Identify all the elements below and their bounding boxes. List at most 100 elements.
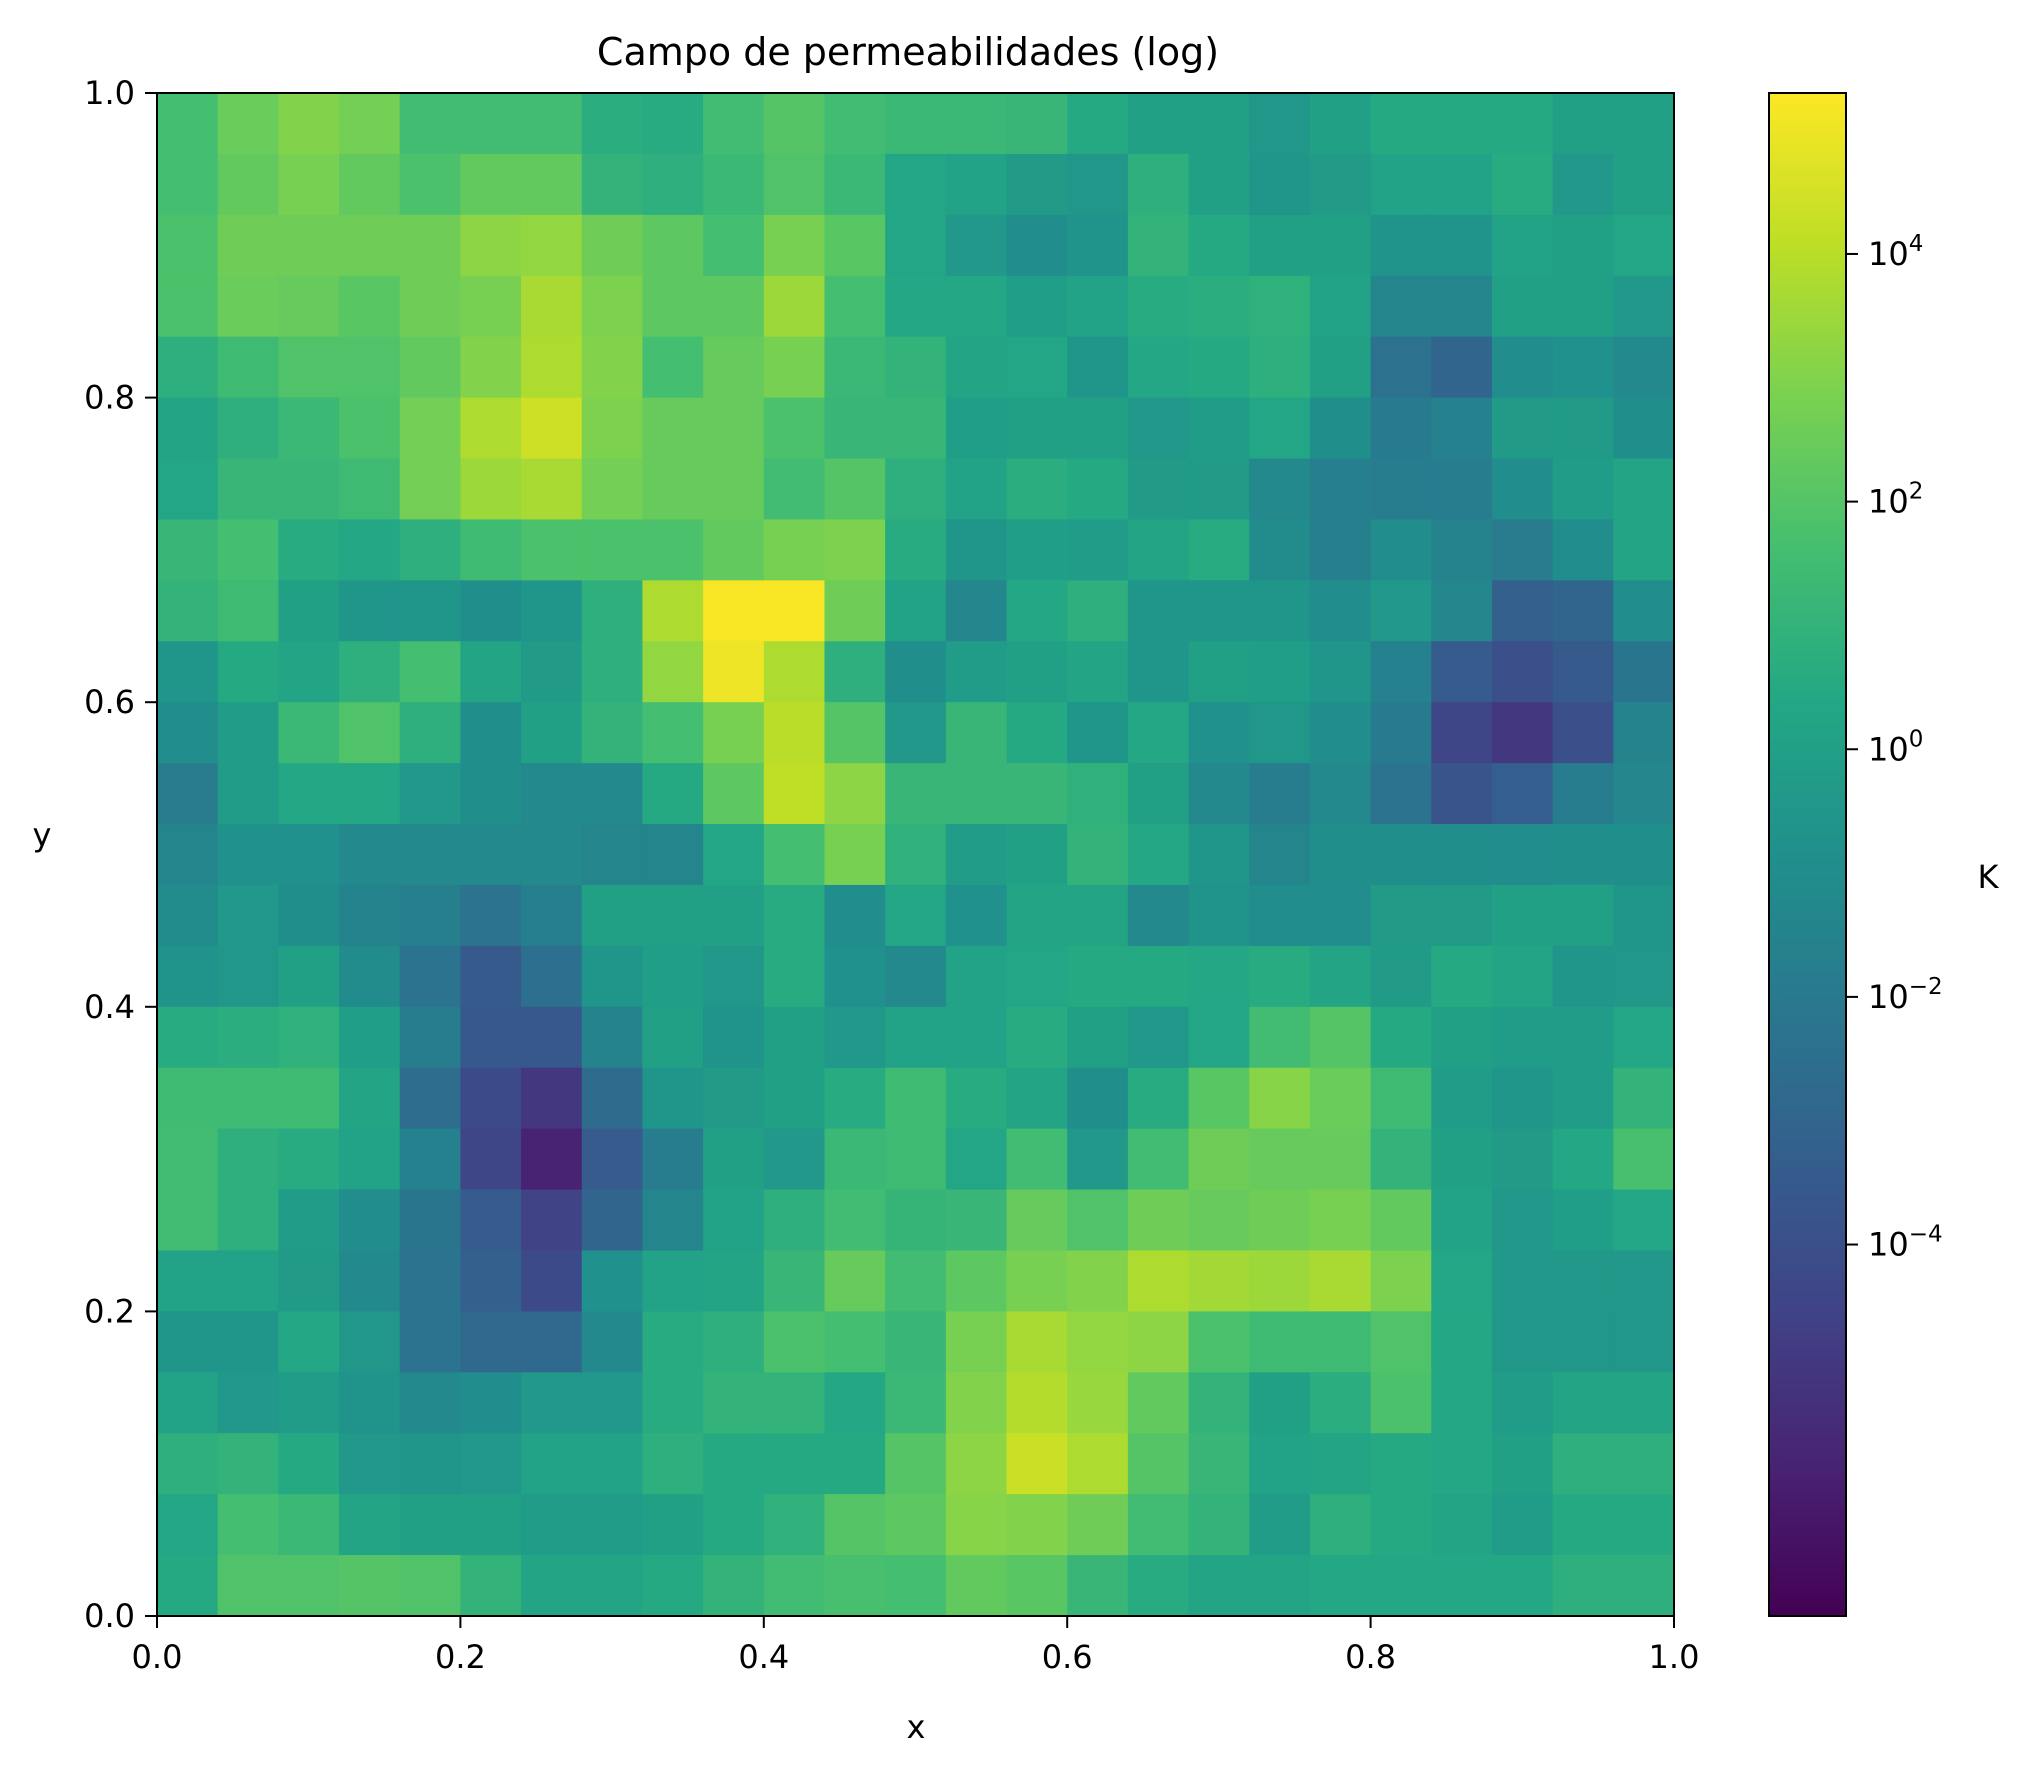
heatmap-cell <box>521 1372 583 1434</box>
heatmap-cell <box>703 275 765 338</box>
heatmap-cell <box>1613 884 1675 947</box>
heatmap-cell <box>1491 763 1554 825</box>
heatmap-cell <box>1067 763 1129 825</box>
heatmap-cell <box>945 519 1008 581</box>
heatmap-cell <box>1127 519 1190 581</box>
heatmap-cell <box>217 763 279 825</box>
heatmap-cell <box>824 397 886 460</box>
heatmap-cell <box>1431 824 1493 886</box>
heatmap-cell <box>581 1311 644 1373</box>
heatmap-cell <box>399 1128 461 1191</box>
heatmap-cell <box>278 1311 340 1373</box>
heatmap-cell <box>581 945 644 1008</box>
heatmap-cell <box>763 1067 826 1130</box>
heatmap-cell <box>1309 1250 1372 1312</box>
heatmap-cell <box>945 1250 1008 1312</box>
heatmap-cell <box>1006 884 1068 947</box>
heatmap-cell <box>824 580 886 642</box>
heatmap-cell <box>1370 884 1432 947</box>
heatmap-cell <box>521 1555 583 1617</box>
heatmap-cell <box>1613 1372 1675 1434</box>
heatmap-cell <box>1127 397 1190 460</box>
x-tick-label: 0.2 <box>435 1638 486 1676</box>
heatmap-cell <box>1309 1372 1372 1434</box>
heatmap-cell <box>1613 153 1675 216</box>
heatmap-cell <box>1431 884 1493 947</box>
heatmap-cell <box>1067 702 1129 764</box>
heatmap-cell <box>157 1006 219 1069</box>
heatmap-cell <box>1491 397 1554 460</box>
heatmap-cell <box>1067 458 1129 521</box>
heatmap-cell <box>399 153 461 216</box>
heatmap-cell <box>1491 1555 1554 1617</box>
heatmap-cell <box>824 702 886 764</box>
heatmap-cell <box>824 214 886 277</box>
y-tick-label: 0.4 <box>84 988 135 1026</box>
colorbar-ticks: 104 102 100 10−2 10−4 <box>1846 231 1943 1264</box>
heatmap-cell <box>1309 1067 1372 1130</box>
heatmap-cell <box>278 1372 340 1434</box>
heatmap-cell <box>1127 93 1190 155</box>
heatmap-cell <box>157 1311 219 1373</box>
heatmap-cell <box>1370 1372 1432 1434</box>
heatmap-cell <box>642 1006 704 1069</box>
heatmap-cell <box>1006 641 1068 703</box>
heatmap-cell <box>824 1494 886 1556</box>
heatmap-cell <box>1309 93 1372 155</box>
heatmap-cell <box>1127 336 1190 399</box>
heatmap-cell <box>703 763 765 825</box>
heatmap-cell <box>278 1189 340 1252</box>
heatmap-cell <box>521 702 583 764</box>
heatmap-cell <box>157 153 219 216</box>
heatmap-cell <box>217 1250 279 1312</box>
heatmap-cell <box>1006 458 1068 521</box>
heatmap-cell <box>1613 1494 1675 1556</box>
heatmap-cell <box>581 275 644 338</box>
heatmap-cell <box>1552 336 1614 399</box>
heatmap-cell <box>1370 1128 1432 1191</box>
heatmap-cell <box>885 702 947 764</box>
heatmap-cell <box>1370 214 1432 277</box>
heatmap-cell <box>1006 702 1068 764</box>
heatmap-cell <box>1552 641 1614 703</box>
heatmap-cell <box>1067 945 1129 1008</box>
heatmap-cell <box>1127 1433 1190 1495</box>
heatmap-cell <box>885 1555 947 1617</box>
heatmap-cell <box>763 1250 826 1312</box>
heatmap-cell <box>1006 763 1068 825</box>
heatmap-cell <box>278 519 340 581</box>
x-tick-label: 0.6 <box>1042 1638 1093 1676</box>
heatmap-cell <box>1431 336 1493 399</box>
heatmap-cell <box>1127 945 1190 1008</box>
heatmap-cell <box>581 214 644 277</box>
heatmap-cell <box>581 458 644 521</box>
heatmap-cell <box>1552 93 1614 155</box>
heatmap-cell <box>1188 945 1250 1008</box>
heatmap-cell <box>703 1067 765 1130</box>
heatmap-cell <box>1067 1128 1129 1191</box>
heatmap-cell <box>1370 1250 1432 1312</box>
heatmap-cell <box>1067 1555 1129 1617</box>
y-tick-label: 0.6 <box>84 683 135 721</box>
heatmap-cell <box>1188 884 1250 947</box>
heatmap-cell <box>157 1128 219 1191</box>
heatmap-cell <box>278 275 340 338</box>
heatmap-cell <box>399 1250 461 1312</box>
heatmap-cell <box>1491 641 1554 703</box>
heatmap-cell <box>339 824 401 886</box>
heatmap-cell <box>1188 702 1250 764</box>
heatmap-cell <box>1006 824 1068 886</box>
heatmap-cell <box>399 763 461 825</box>
heatmap-cell <box>399 580 461 642</box>
heatmap-cell <box>1309 275 1372 338</box>
heatmap-cell <box>1249 1555 1311 1617</box>
heatmap-cell <box>1370 1189 1432 1252</box>
heatmap-cell <box>217 1555 279 1617</box>
heatmap-cell <box>1006 275 1068 338</box>
colorbar: 104 102 100 10−2 10−4 K <box>1768 92 2000 1617</box>
heatmap-cell <box>1431 93 1493 155</box>
heatmap-cell <box>885 1250 947 1312</box>
heatmap-cell <box>1552 1433 1614 1495</box>
heatmap-cell <box>1431 1006 1493 1069</box>
heatmap-cell <box>399 458 461 521</box>
